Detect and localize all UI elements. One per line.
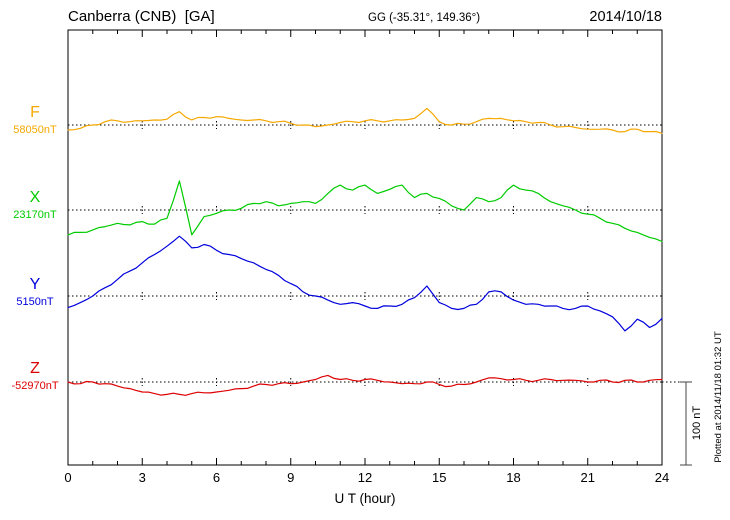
plotted-at-label: Plotted at 2014/11/18 01:32 UT [713, 331, 724, 463]
series-label-f: F 58050nT [6, 104, 64, 136]
x-tick-label: 12 [357, 470, 373, 485]
x-axis-title: U T (hour) [334, 491, 396, 506]
x-tick-label: 21 [580, 470, 595, 485]
x-tick-label: 9 [287, 470, 295, 485]
series-x-name: X [29, 189, 41, 206]
series-label-y: Y 5150nT [6, 276, 64, 308]
x-tick-label: 18 [506, 470, 521, 485]
series-label-x: X 23170nT [6, 189, 64, 221]
station-title: Canberra (CNB) [GA] [68, 8, 215, 25]
x-tick-label: 24 [654, 470, 670, 485]
geographic-coordinates-label: GG (-35.31°, 149.36°) [368, 12, 481, 24]
date-label: 2014/10/18 [589, 9, 662, 25]
series-y-baseline-value: 5150nT [16, 295, 54, 308]
series-f-baseline-value: 58050nT [13, 123, 57, 136]
series-label-z: Z -52970nT [6, 360, 64, 392]
x-tick-label: 3 [138, 470, 146, 485]
series-z-name: Z [30, 360, 40, 377]
series-y-name: Y [29, 276, 41, 293]
x-tick-label: 6 [212, 470, 221, 485]
x-tick-label: 0 [64, 470, 72, 485]
series-f-name: F [30, 104, 40, 121]
x-tick-label: 15 [432, 470, 447, 485]
series-z-baseline-value: -52970nT [11, 379, 59, 392]
scale-bar-label: 100 nT [691, 405, 703, 441]
series-x-baseline-value: 23170nT [13, 208, 57, 221]
